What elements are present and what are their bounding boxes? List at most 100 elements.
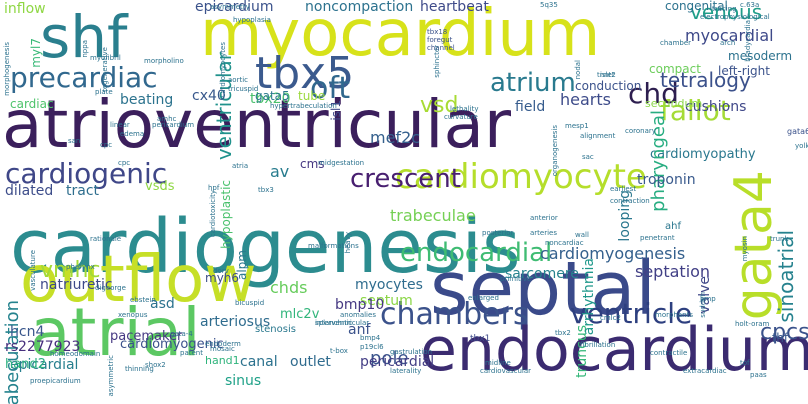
word-sinoatrial: sinoatrial (774, 230, 798, 323)
word-fhf: fhf (772, 331, 789, 345)
word-pharynx: pharynx (66, 263, 95, 271)
word-endocardium: endocardium (420, 315, 808, 385)
word-pacemaker: pacemaker (110, 329, 183, 344)
word-arteries: arteries (530, 229, 557, 237)
word-arteriosus: arteriosus (200, 314, 271, 330)
word-rationale: rationale (90, 235, 122, 243)
word-asymmetry: asymmetry (210, 3, 250, 11)
word-congenital: congenital (665, 0, 728, 13)
word-c63a: c.63a (740, 1, 760, 9)
word-sarcomere: sarcomere (505, 266, 579, 282)
word-contractile: contractile (650, 349, 688, 357)
word-sphincter: sphincter (433, 45, 441, 78)
word-wall: wall (575, 231, 589, 239)
word-tetralogy: tetralogy (660, 68, 751, 92)
word-midline: midline (485, 359, 511, 367)
word-shox2: shox2 (145, 361, 166, 369)
word-vasculature: vasculature (29, 250, 37, 291)
word-bmp10: bmp10 (335, 297, 385, 313)
word-hand1: hand1 (205, 354, 240, 367)
word-noncompaction: noncompaction (305, 0, 414, 15)
word-bicuspid: bicuspid (235, 299, 265, 307)
word-sudden: sudden (699, 292, 707, 318)
word-gastrulation: gastrulation (390, 348, 433, 356)
word-pericardial: pericardial (360, 354, 435, 370)
word-t-box: t-box (330, 347, 348, 355)
word-atrioventricular: atrioventricular (2, 86, 512, 163)
word-field: field (515, 99, 546, 115)
word-splanchnic: splanchnic (315, 319, 353, 327)
word-epicardial: epicardial (10, 357, 79, 373)
word-left-right: left-right (718, 64, 770, 78)
word-bmp: bmp (700, 295, 716, 303)
word-linear: linear (110, 121, 130, 129)
word-myh6: myh6 (205, 271, 240, 285)
word-morpholino: morpholino (144, 57, 184, 65)
word-p19cl6: p19cl6 (360, 343, 384, 351)
word-aortic: aortic (228, 76, 248, 84)
word-heartbeat: heartbeat (420, 0, 489, 15)
word-fibrillation: fibrillation (580, 341, 616, 349)
word-troponin: troponin (637, 172, 696, 188)
word-extracardiac: extracardiac (683, 367, 727, 375)
word-tract: tract (66, 183, 100, 199)
word-nppa: nppa (81, 40, 89, 58)
word-hand2: hand2 (5, 357, 46, 372)
word-inflow: inflow (4, 1, 46, 17)
word-homeodomain: homeodomain (50, 350, 101, 358)
word-amhc: amhc (157, 115, 177, 123)
word-sinus: sinus (225, 373, 262, 389)
word-endoderm: endoderm (205, 340, 241, 348)
word-hypoplastic: hypoplastic (219, 180, 233, 249)
word-mef2c: mef2c (370, 128, 421, 147)
word-san: san (68, 137, 81, 145)
word-mesp1: mesp1 (565, 122, 589, 130)
word-tbx5: tbx5 (255, 48, 355, 99)
word-epicardium: epicardium (195, 0, 274, 15)
word-electrophysiological: electrophysiological (700, 13, 770, 21)
word-bmp4: bmp4 (360, 334, 381, 342)
word-myocardium: myocardium (200, 0, 601, 71)
word-curvature: curvature (444, 113, 478, 121)
word-vsd: vsd (420, 93, 459, 118)
word-asd: asd (150, 296, 175, 312)
word-coronary: coronary (625, 127, 656, 135)
word-tracing: tracing (712, 5, 737, 13)
word-secundum: secundum (645, 97, 703, 110)
word-mesoderm: mesoderm (728, 49, 793, 63)
word-atrial: atrial (30, 294, 201, 371)
word-atrium: atrium (490, 68, 576, 98)
word-pericardium: pericardium (152, 121, 195, 129)
word-edema: edema (120, 130, 145, 138)
word-gata-4: gata-4 (170, 330, 193, 338)
word-hearts: hearts (560, 90, 611, 109)
word-interventricular: interventricular (315, 319, 370, 327)
word-hpf: hpf (208, 184, 220, 192)
word-gata6: gata6 (787, 127, 808, 136)
word-atria: atria (232, 162, 249, 170)
word-cms: cms (300, 157, 325, 171)
word-precardiac: precardiac (10, 61, 158, 94)
word-myl7: myl7 (29, 38, 43, 68)
word-myosin: myosin (741, 236, 749, 262)
word-cardiac: cardiac (10, 97, 54, 111)
word-dilated: dilated (5, 183, 54, 199)
word-vsds: vsds (145, 179, 175, 194)
word-arrhythmia: arrhythmia (581, 258, 597, 336)
word-anf: anf (348, 322, 371, 338)
word-xenopus: xenopus (118, 311, 148, 319)
word-conduction: conduction (575, 79, 642, 93)
word-organogenesis: organogenesis (551, 125, 559, 177)
word-gata4: gata4 (724, 170, 784, 321)
word-ahf: ahf (665, 221, 681, 232)
word-nodal: nodal (574, 60, 582, 80)
word-enlarged: enlarged (468, 294, 499, 302)
word-cardiovascular: cardiovascular (480, 367, 532, 375)
word-tbx3: tbx3 (258, 186, 274, 194)
word-anomalies: anomalies (340, 311, 376, 319)
word-outflow: outflow (20, 243, 257, 317)
word-morphants: morphants (655, 311, 693, 319)
word-malformations: malformations (308, 242, 359, 250)
word-cmlc2: cmlc2 (600, 314, 621, 322)
